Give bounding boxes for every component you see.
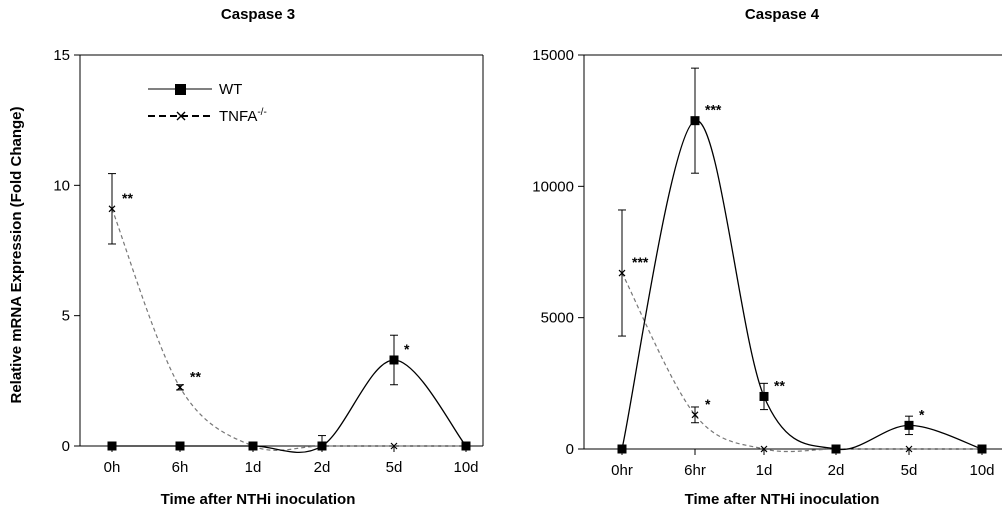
x-tick-label: 10d	[453, 459, 478, 476]
data-point-wt	[690, 116, 700, 126]
data-point-wt	[617, 444, 627, 454]
data-point-tnfa	[760, 445, 768, 453]
significance-label: ***	[632, 254, 649, 270]
data-point-wt	[248, 441, 258, 451]
y-tick-label: 10	[53, 177, 70, 194]
panel-caspase-4: Caspase 4 Time after NTHi inoculation 0 5…	[532, 6, 1002, 508]
data-point-wt	[759, 391, 769, 401]
x-tick-label: 5d	[901, 462, 918, 479]
data-point-wt	[107, 441, 117, 451]
x-tick-label: 0hr	[611, 462, 633, 479]
significance-label: ***	[705, 102, 722, 118]
x-tick-label: 5d	[386, 459, 403, 476]
data-point-wt	[175, 441, 185, 451]
legend-tnfa-label: TNFA-/-	[219, 107, 267, 125]
x-tick-label: 2d	[828, 462, 845, 479]
data-point-wt	[977, 444, 987, 454]
y-tick-label: 15	[53, 47, 70, 64]
data-point-tnfa	[176, 383, 184, 391]
data-point-wt	[831, 444, 841, 454]
y-tick-label: 5	[62, 308, 70, 325]
shared-y-axis-label: Relative mRNA Expression (Fold Change)	[8, 106, 25, 403]
significance-label: *	[705, 396, 711, 412]
y-tick-label: 0	[566, 441, 574, 458]
data-point-wt	[317, 441, 327, 451]
legend-tnfa-superscript: -/-	[257, 107, 266, 118]
x-tick-label: 6hr	[684, 462, 706, 479]
series-line-wt	[621, 120, 983, 451]
data-point-tnfa	[618, 269, 626, 277]
significance-label: *	[404, 341, 410, 357]
series-line-wt	[111, 359, 467, 454]
legend-wt-label: WT	[219, 81, 242, 98]
chart-title: Caspase 4	[745, 6, 820, 23]
significance-label: **	[190, 368, 201, 384]
legend-tnfa-marker	[176, 111, 186, 121]
legend-tnfa-name: TNFA	[219, 108, 257, 125]
legend-wt-marker	[175, 84, 186, 95]
data-point-tnfa	[108, 205, 116, 213]
data-point-wt	[904, 420, 914, 430]
data-point-tnfa	[905, 445, 913, 453]
x-tick-label: 1d	[756, 462, 773, 479]
x-tick-label: 0h	[104, 459, 121, 476]
significance-label: **	[122, 190, 133, 206]
legend: WT TNFA-/-	[148, 81, 267, 125]
x-tick-label: 2d	[314, 459, 331, 476]
panel-caspase-3: Caspase 3 Time after NTHi inoculation 0 5…	[53, 6, 484, 508]
series-line-tnfa	[111, 208, 466, 451]
significance-label: **	[774, 377, 785, 393]
y-tick-label: 10000	[532, 178, 574, 195]
x-axis-label: Time after NTHi inoculation	[685, 491, 880, 508]
y-tick-label: 15000	[532, 47, 574, 64]
data-point-wt	[389, 355, 399, 365]
x-tick-label: 1d	[245, 459, 262, 476]
y-tick-label: 5000	[541, 310, 574, 327]
significance-label: *	[919, 406, 925, 422]
x-tick-label: 10d	[969, 462, 994, 479]
data-point-wt	[461, 441, 471, 451]
y-tick-label: 0	[62, 438, 70, 455]
series-line-tnfa	[621, 272, 982, 453]
data-point-tnfa	[390, 442, 398, 450]
chart-title: Caspase 3	[221, 6, 295, 23]
x-tick-label: 6h	[172, 459, 189, 476]
data-point-tnfa	[691, 411, 699, 419]
x-axis-label: Time after NTHi inoculation	[161, 491, 356, 508]
